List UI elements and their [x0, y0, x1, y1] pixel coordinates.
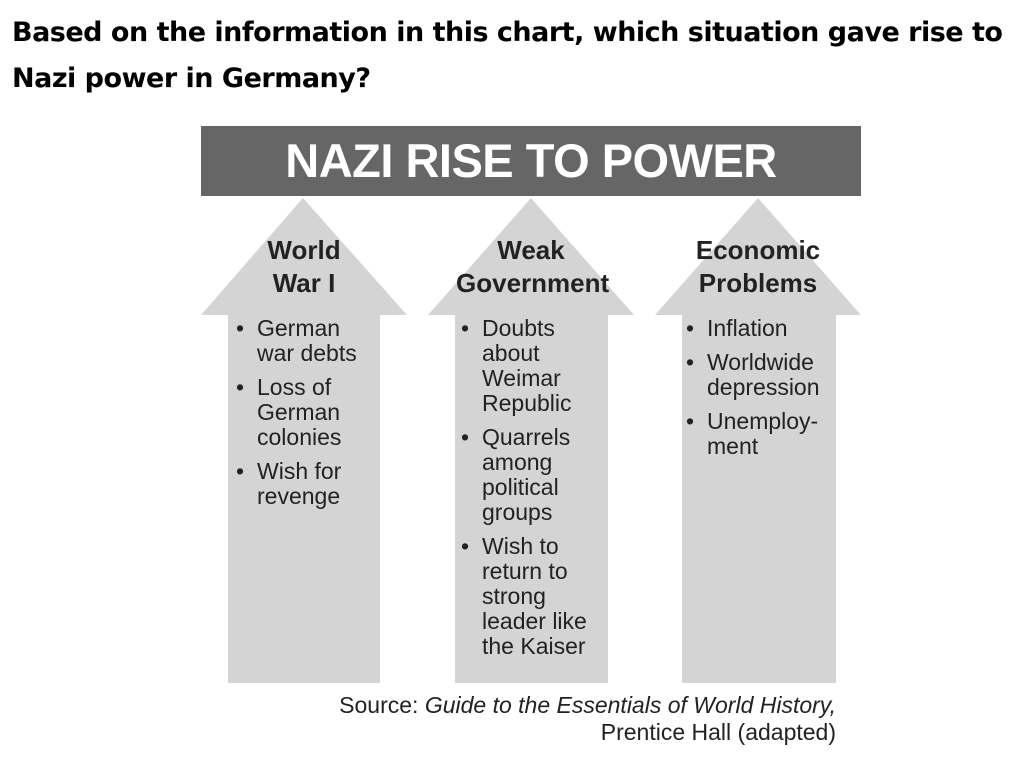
column-title: Economic Problems [655, 234, 861, 300]
question-text: Based on the information in this chart, … [12, 17, 1003, 94]
list-item: Wish for revenge [234, 459, 374, 509]
column-title-text: Weak Government [456, 235, 610, 298]
chart-title: NAZI RISE TO POWER [201, 126, 861, 196]
column-list: German war debts Loss of German colonies… [234, 316, 374, 518]
column-title-text: Economic Problems [695, 235, 821, 298]
list-item: Unemploy- ment [684, 409, 818, 459]
source-label: Source: [339, 692, 419, 718]
list-item: Wish to return to strong leader like the… [459, 534, 602, 659]
column-list: Doubts about Weimar Republic Quarrels am… [459, 316, 607, 668]
column-list: Inflation Worldwide depression Unemploy-… [684, 316, 836, 468]
source-publisher: Prentice Hall (adapted) [600, 719, 836, 745]
list-item: German war debts [234, 316, 374, 366]
column-title: World War I [228, 234, 380, 300]
list-item: Quarrels among political groups [459, 425, 582, 525]
column-title: Weak Government [428, 234, 634, 300]
list-item: Worldwide depression [684, 350, 820, 400]
column-title-text: World War I [267, 235, 341, 298]
list-item: Loss of German colonies [234, 375, 374, 450]
source-title: Guide to the Essentials of World History… [424, 692, 836, 718]
list-item: Inflation [684, 316, 836, 342]
list-item: Doubts about Weimar Republic [459, 316, 582, 416]
source-citation: Source: Guide to the Essentials of World… [339, 692, 836, 746]
